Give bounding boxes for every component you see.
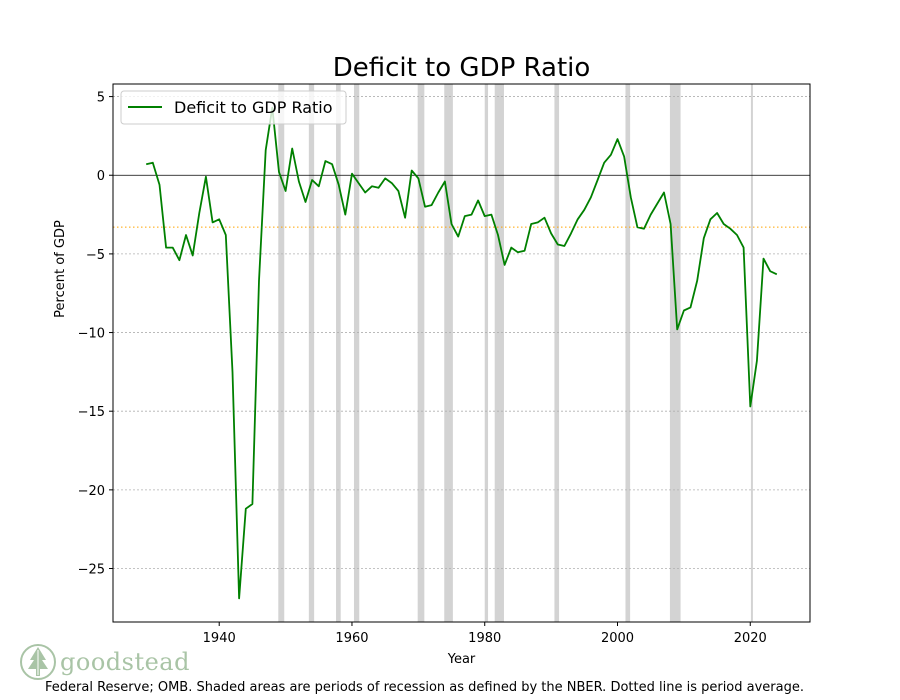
y-tick-label-2: −5 bbox=[86, 248, 105, 263]
recession-band-0 bbox=[278, 84, 285, 622]
logo-text: goodstead bbox=[60, 648, 190, 676]
chart-title: Deficit to GDP Ratio bbox=[333, 53, 591, 83]
recession-band-4 bbox=[417, 84, 425, 622]
series-line-0 bbox=[146, 106, 778, 600]
y-axis: 5 0 −5 −10 −15 −20 −25 bbox=[78, 91, 113, 578]
x-tick-label-4: 2020 bbox=[734, 631, 767, 646]
recession-band-3 bbox=[353, 84, 360, 622]
recession-shading bbox=[278, 84, 753, 622]
y-tick-label-4: −15 bbox=[78, 405, 105, 420]
recession-band-11 bbox=[750, 84, 753, 622]
legend-box bbox=[120, 90, 347, 125]
y-tick-label-1: 0 bbox=[97, 169, 105, 184]
x-tick-label-1: 1960 bbox=[335, 631, 368, 646]
plot-frame bbox=[112, 83, 811, 623]
recession-band-10 bbox=[669, 84, 681, 622]
y-tick-label-0: 5 bbox=[97, 91, 105, 106]
recession-band-1 bbox=[308, 84, 315, 622]
recession-band-2 bbox=[336, 84, 341, 622]
tree-icon bbox=[20, 644, 56, 680]
series-layer bbox=[146, 106, 778, 600]
recession-band-9 bbox=[625, 84, 631, 622]
x-tick-label-0: 1940 bbox=[203, 631, 236, 646]
recession-band-5 bbox=[444, 84, 453, 622]
legend-label: Deficit to GDP Ratio bbox=[174, 98, 333, 117]
source-footnote: Federal Reserve; OMB. Shaded areas are p… bbox=[45, 680, 804, 695]
y-tick-label-6: −25 bbox=[78, 563, 105, 578]
recession-band-7 bbox=[494, 84, 504, 622]
y-axis-label: Percent of GDP bbox=[53, 220, 68, 318]
y-tick-label-3: −10 bbox=[78, 327, 105, 342]
x-tick-label-2: 1980 bbox=[468, 631, 501, 646]
goodstead-logo: goodstead bbox=[20, 642, 190, 682]
y-tick-label-5: −20 bbox=[78, 484, 105, 499]
recession-band-6 bbox=[484, 84, 489, 622]
legend: Deficit to GDP Ratio bbox=[120, 90, 347, 125]
x-tick-label-3: 2000 bbox=[601, 631, 634, 646]
recession-band-8 bbox=[554, 84, 560, 622]
gridlines bbox=[113, 96, 810, 569]
x-axis: 1940 1960 1980 2000 2020 bbox=[203, 622, 767, 646]
x-axis-label: Year bbox=[447, 652, 476, 667]
